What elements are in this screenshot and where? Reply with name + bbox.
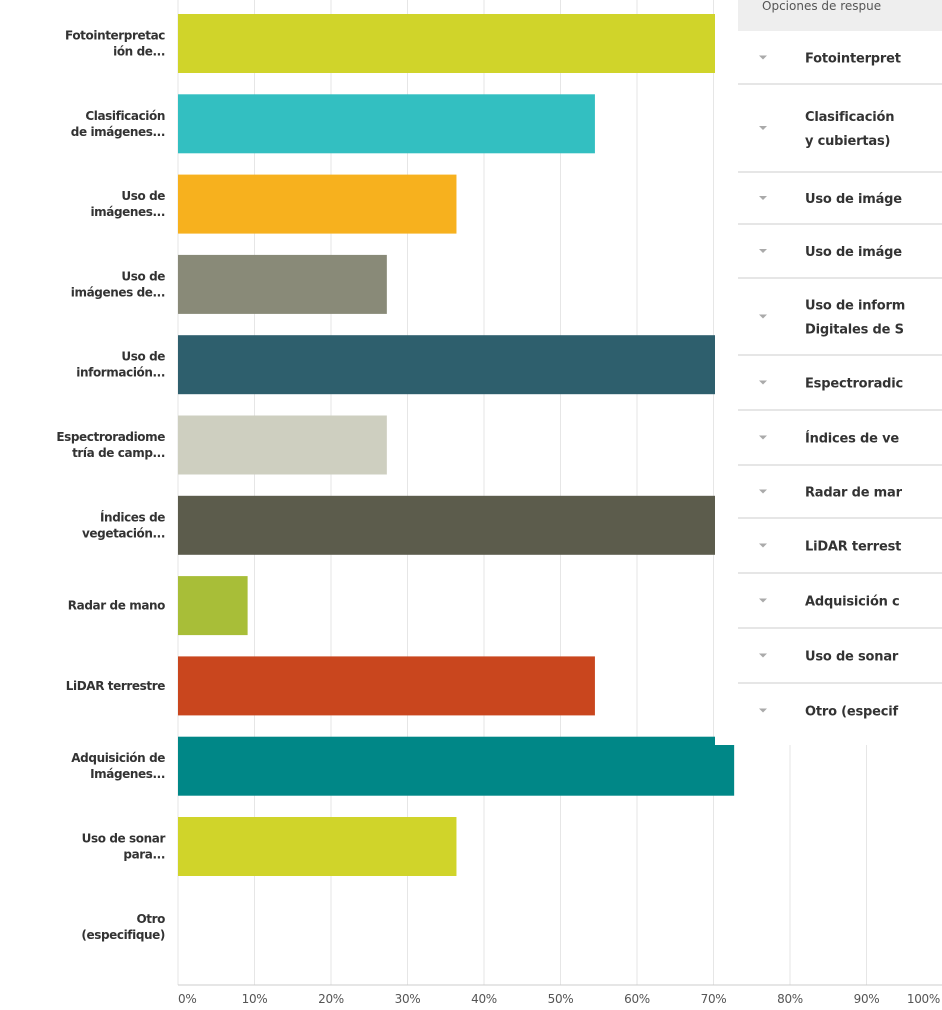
x-tick-label: 90%	[854, 992, 880, 1006]
bar	[178, 576, 248, 636]
bar	[178, 254, 387, 314]
expand-arrow	[759, 653, 767, 658]
bar	[178, 415, 387, 475]
row-label: Otro (especif	[805, 705, 899, 720]
row-label: LiDAR terrest	[805, 540, 901, 555]
row-label: Adquisición c	[805, 595, 900, 610]
y-tick-label: Clasificación de imágenes...	[71, 109, 165, 139]
bar	[178, 14, 804, 73]
row-label: Radar de mar	[805, 486, 903, 501]
row-label: Uso de sonar	[805, 650, 899, 665]
y-tick-label: Uso de sonar para...	[82, 832, 166, 862]
y-tick-label: Índices de vegetación...	[82, 509, 165, 540]
bar	[178, 94, 595, 154]
bar	[178, 817, 457, 876]
x-tick-label: 70%	[701, 992, 727, 1006]
y-tick-label: Espectroradiome tría de camp...	[56, 430, 165, 460]
row-label: Digitales de S	[805, 323, 904, 338]
expand-arrow	[759, 543, 767, 548]
x-tick-label: 0%	[178, 992, 196, 1006]
expand-arrow	[759, 196, 767, 200]
expand-arrow	[759, 126, 767, 130]
expand-arrow	[759, 55, 767, 60]
x-tick-label: 30%	[395, 992, 421, 1006]
table-background	[715, 0, 942, 745]
expand-arrow	[759, 249, 767, 253]
y-tick-label: Uso de información...	[76, 350, 165, 380]
x-tick-label: 50%	[548, 992, 574, 1006]
y-tick-label: LiDAR terrestre	[66, 679, 165, 693]
x-tick-label: 80%	[777, 992, 803, 1006]
expand-arrow	[759, 435, 767, 440]
bar	[178, 174, 457, 234]
bar	[178, 495, 804, 555]
expand-arrow	[759, 598, 767, 603]
table-header	[738, 0, 942, 31]
row-label: Espectroradic	[805, 377, 903, 392]
row-label: Uso de inform	[805, 299, 905, 314]
expand-arrow	[759, 708, 767, 713]
expand-arrow	[759, 489, 767, 494]
expand-arrow	[759, 314, 767, 319]
table-header-text: Opciones de respue	[762, 0, 881, 13]
y-tick-label: Uso de imágenes de...	[71, 269, 166, 299]
row-label: Fotointerpret	[805, 52, 901, 67]
x-tick-label: 100%	[907, 992, 940, 1006]
row-label: Índices de ve	[805, 431, 899, 447]
y-tick-label: Radar de mano	[68, 599, 165, 613]
row-label: Clasificación	[805, 110, 894, 125]
row-label: y cubiertas)	[805, 134, 890, 149]
overlay-table: Opciones de respue Fotointerpret Clasifica…	[715, 0, 942, 745]
x-tick-label: 10%	[242, 992, 268, 1006]
expand-arrow	[759, 380, 767, 385]
row-label: Uso de imáge	[805, 245, 902, 260]
row-label: Uso de imáge	[805, 192, 902, 207]
y-tick-label: Fotointerpretac ión de...	[65, 29, 165, 59]
x-tick-label: 60%	[624, 992, 650, 1006]
bar	[178, 335, 804, 395]
bar	[178, 736, 735, 796]
x-tick-label: 40%	[471, 992, 497, 1006]
x-tick-label: 20%	[318, 992, 344, 1006]
bar	[178, 656, 595, 716]
y-tick-label: Adquisición de Imágenes...	[71, 751, 165, 781]
y-tick-label: Uso de imágenes...	[90, 189, 165, 219]
y-tick-label: Otro (especifique)	[81, 912, 165, 942]
